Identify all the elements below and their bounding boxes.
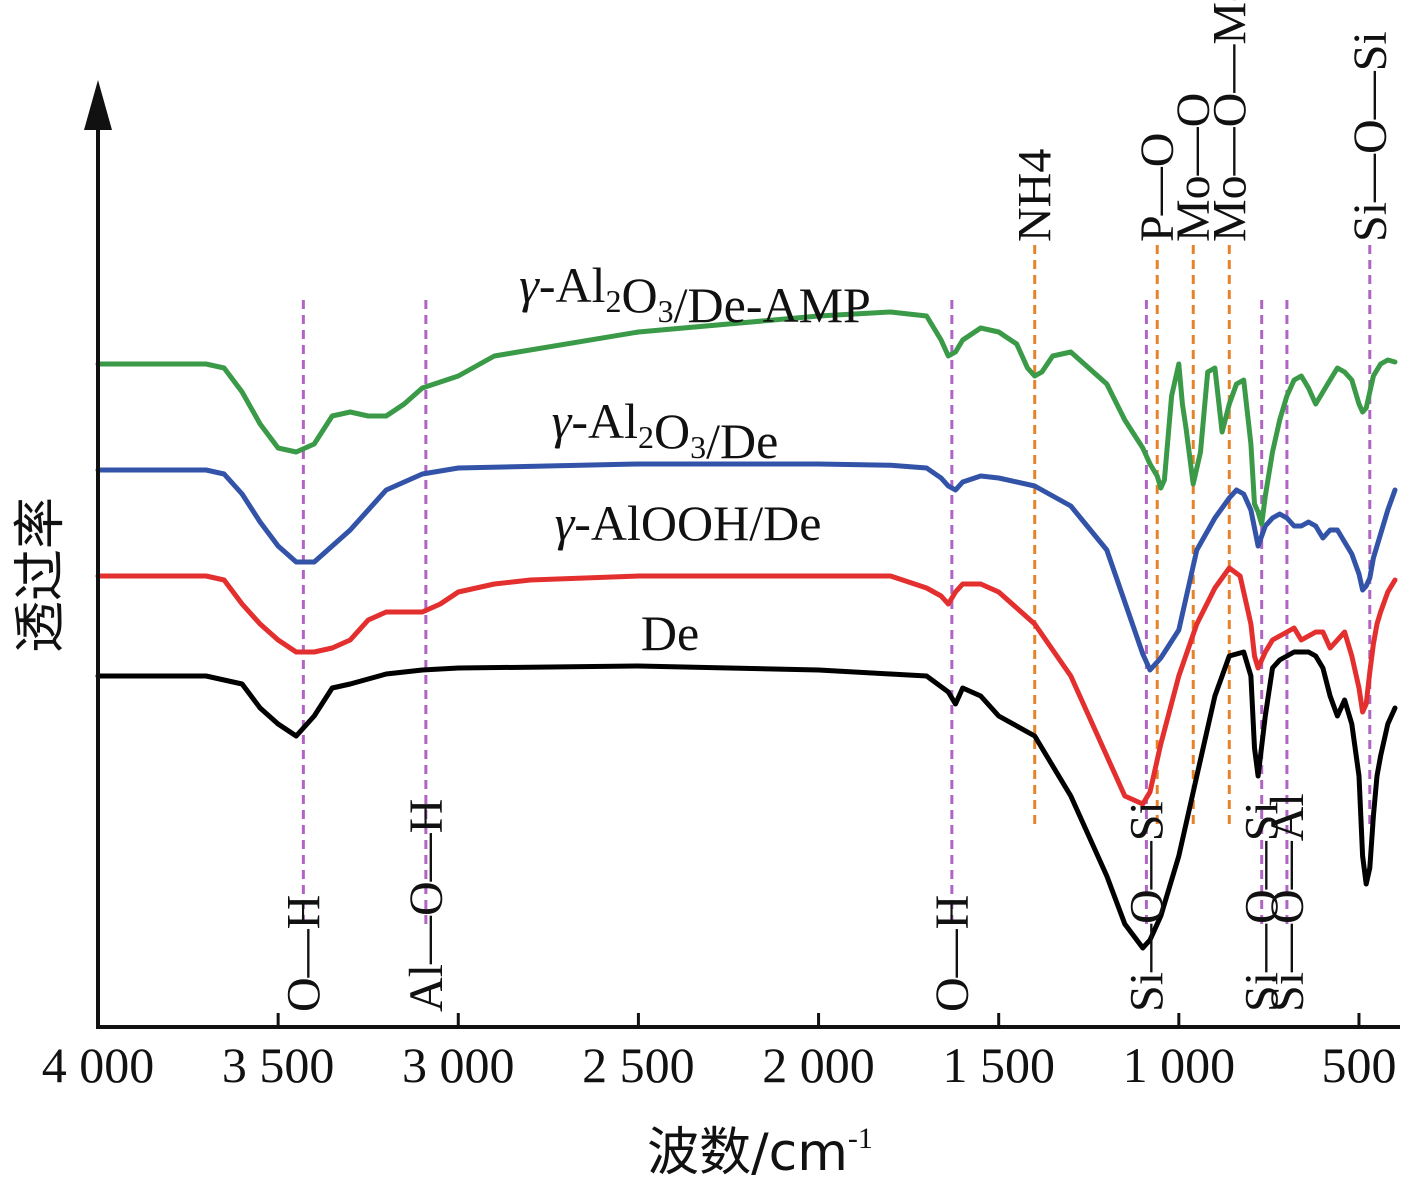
x-axis-title-text: 波数/cm <box>647 1123 848 1181</box>
axes <box>84 80 1400 1029</box>
x-tick-label: 3 500 <box>222 1037 335 1093</box>
x-tick-label: 2 000 <box>762 1037 875 1093</box>
x-tick-label: 2 500 <box>582 1037 695 1093</box>
series-line <box>95 565 1398 807</box>
spectra <box>95 309 1398 951</box>
band-marker-label: Si—O—Si <box>1120 801 1173 1012</box>
x-ticks: 4 000 3 500 3 000 2 500 2 000 1 500 1 000 500 <box>42 1013 1396 1093</box>
series-line <box>95 309 1398 527</box>
x-axis-title: 波数/cm-1 <box>647 1122 873 1181</box>
band-labels: O—H Al—O—H O—H NH4 Si—O—Si P—OMo—OMo—O—Mo Si—O… <box>277 0 1396 1012</box>
series-line <box>95 461 1398 673</box>
band-marker-label: Mo—O <box>1167 93 1220 242</box>
y-axis-title: 透过率 <box>11 497 71 653</box>
band-marker-label: Al—O—H <box>400 799 453 1012</box>
band-marker-label: P—O <box>1131 133 1184 242</box>
band-marker-label: O—H <box>926 895 979 1012</box>
series-label: γ-AlOOH/De <box>555 495 822 551</box>
band-marker-label: Si—O—Si <box>1344 31 1397 242</box>
series-line <box>95 649 1398 951</box>
series-label: γ-Al2O3/De <box>552 393 779 469</box>
band-marker-label: O—H <box>277 895 330 1012</box>
y-axis-arrow-icon <box>84 80 112 130</box>
series-labels: γ-Al2O3/De-AMP γ-Al2O3/De γ-AlOOH/De De <box>519 257 871 661</box>
x-tick-label: 4 000 <box>42 1037 155 1093</box>
band-markers <box>301 245 1372 930</box>
band-marker-label: Si—O—Al <box>1261 793 1314 1012</box>
series-label: De <box>641 605 699 661</box>
x-tick-label: 3 000 <box>402 1037 515 1093</box>
band-marker-label: Mo—O—Mo <box>1203 0 1256 242</box>
band-marker-label: NH4 <box>1009 149 1062 242</box>
x-axis-title-sup: -1 <box>848 1122 873 1155</box>
series-label: γ-Al2O3/De-AMP <box>519 257 871 333</box>
band-marker-label: Si—O—Si <box>1236 801 1289 1012</box>
x-tick-label: 500 <box>1321 1037 1396 1093</box>
x-tick-label: 1 500 <box>942 1037 1055 1093</box>
x-tick-label: 1 000 <box>1123 1037 1236 1093</box>
